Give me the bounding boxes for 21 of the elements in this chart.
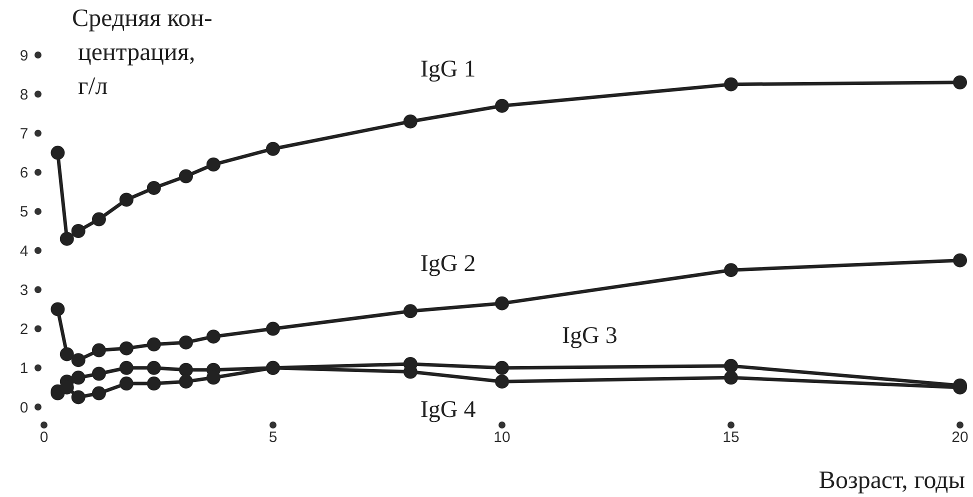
x-axis-title: Возраст, годы: [818, 467, 966, 494]
x-tick-label: 5: [268, 429, 278, 446]
y-tick-label: 0: [20, 399, 28, 416]
y-tick-label: 7: [20, 125, 28, 142]
y-axis-title: Средняя кон- центрация, г/л: [72, 5, 212, 100]
y-tick-label: 2: [20, 321, 28, 338]
x-tick-label: 0: [40, 429, 48, 446]
y-tick-label: 1: [20, 360, 28, 378]
x-tick-label: 10: [494, 429, 510, 446]
series-label: IgG 4: [420, 396, 476, 423]
y-tick-label: 4: [20, 242, 28, 260]
y-tick-label: 9: [20, 47, 28, 64]
y-tick-label: 5: [20, 204, 28, 221]
y-tick-label: 3: [20, 282, 28, 299]
series-label: IgG 1: [420, 56, 476, 82]
series-label: IgG 2: [420, 251, 476, 278]
x-tick-label: 15: [722, 429, 740, 446]
series-label: IgG 3: [562, 322, 618, 349]
y-tick-label: 8: [20, 86, 28, 104]
y-tick-label: 6: [20, 164, 28, 182]
x-tick-label: 20: [952, 429, 968, 446]
